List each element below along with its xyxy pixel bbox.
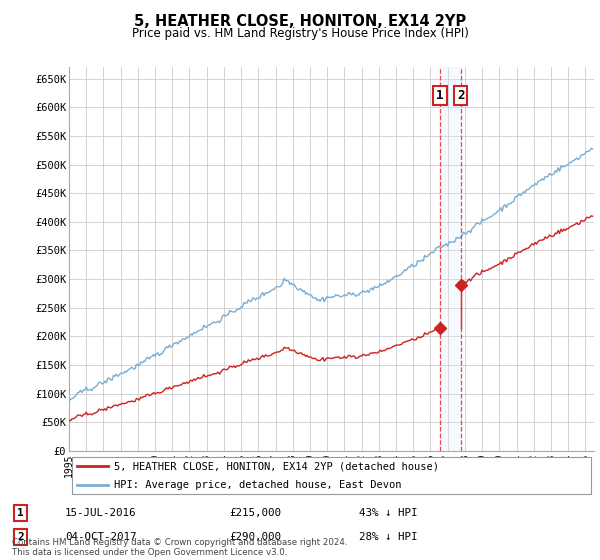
Text: £290,000: £290,000 [229, 532, 281, 542]
Text: 1: 1 [17, 508, 24, 518]
Text: 2: 2 [457, 90, 464, 102]
Text: 5, HEATHER CLOSE, HONITON, EX14 2YP (detached house): 5, HEATHER CLOSE, HONITON, EX14 2YP (det… [113, 461, 439, 471]
Text: 15-JUL-2016: 15-JUL-2016 [65, 508, 136, 518]
Text: 5, HEATHER CLOSE, HONITON, EX14 2YP: 5, HEATHER CLOSE, HONITON, EX14 2YP [134, 14, 466, 29]
Text: 1: 1 [436, 90, 443, 102]
FancyBboxPatch shape [71, 458, 592, 493]
Text: 43% ↓ HPI: 43% ↓ HPI [359, 508, 418, 518]
Text: Price paid vs. HM Land Registry's House Price Index (HPI): Price paid vs. HM Land Registry's House … [131, 27, 469, 40]
Text: 04-OCT-2017: 04-OCT-2017 [65, 532, 136, 542]
Text: £215,000: £215,000 [229, 508, 281, 518]
Text: 28% ↓ HPI: 28% ↓ HPI [359, 532, 418, 542]
Text: 2: 2 [17, 532, 24, 542]
Bar [440, 67, 461, 451]
Text: Contains HM Land Registry data © Crown copyright and database right 2024.
This d: Contains HM Land Registry data © Crown c… [12, 538, 347, 557]
Text: HPI: Average price, detached house, East Devon: HPI: Average price, detached house, East… [113, 480, 401, 489]
